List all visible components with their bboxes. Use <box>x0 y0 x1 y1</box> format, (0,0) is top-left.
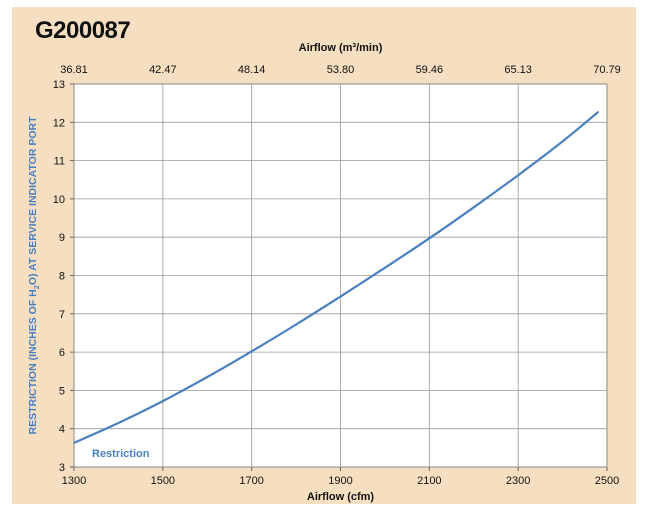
series-group <box>73 111 599 444</box>
y-tick-label: 13 <box>53 79 65 91</box>
x-tick-label: 2300 <box>506 475 530 487</box>
y-axis-label-part2: O) AT SERVICE INDICATOR PORT <box>27 116 39 285</box>
y-tick-label: 9 <box>59 232 65 244</box>
data-point <box>117 422 120 424</box>
y-tick-label: 3 <box>59 462 65 474</box>
data-point <box>206 376 209 378</box>
x2-axis-ticks: 36.81 42.47 48.14 53.80 59.46 65.13 70.79 <box>60 64 621 76</box>
x-axis-ticks: 1300 1500 1700 1900 2100 2300 2500 <box>62 467 619 487</box>
grid <box>74 84 607 467</box>
x-tick-label: 1500 <box>151 475 175 487</box>
y-tick-label: 11 <box>54 156 65 168</box>
data-point <box>295 323 297 326</box>
y-axis-label-subscript: 2 <box>32 285 41 289</box>
x2-tick-label: 70.79 <box>593 64 621 76</box>
data-point <box>250 350 253 353</box>
x-tick-label: 2100 <box>417 475 441 487</box>
y-tick-label: 10 <box>53 194 65 206</box>
data-point <box>162 400 164 402</box>
x2-tick-label: 42.47 <box>149 64 177 76</box>
x2-tick-label: 53.80 <box>327 64 355 76</box>
x2-tick-label: 36.81 <box>60 64 88 76</box>
y-tick-label: 6 <box>59 347 65 359</box>
data-point <box>561 140 564 143</box>
x-tick-label: 1300 <box>62 475 86 487</box>
series-label-restriction: Restriction <box>92 448 150 460</box>
x-tick-label: 1700 <box>239 475 263 487</box>
y-axis-ticks: 3 4 5 6 7 8 9 10 11 12 13 <box>53 79 74 474</box>
x2-axis-label: Airflow (m³/min) <box>299 42 383 54</box>
data-point <box>73 442 75 444</box>
data-point <box>428 237 431 240</box>
data-point <box>339 295 342 298</box>
x2-tick-label: 48.14 <box>238 64 266 76</box>
data-point <box>517 174 519 176</box>
y-tick-label: 7 <box>59 309 65 321</box>
x-tick-label: 2500 <box>595 475 619 487</box>
chart-title: G200087 <box>35 17 131 44</box>
data-point <box>472 206 475 209</box>
y-tick-label: 5 <box>59 385 65 397</box>
y-tick-label: 4 <box>59 424 65 436</box>
x-axis-label: Airflow (cfm) <box>307 491 375 503</box>
x2-tick-label: 59.46 <box>416 64 444 76</box>
y-axis-label: RESTRICTION (INCHES OF H2O) AT SERVICE I… <box>27 116 41 435</box>
y-tick-label: 12 <box>53 117 65 129</box>
data-point <box>597 111 599 113</box>
y-axis-label-part1: RESTRICTION (INCHES OF H <box>27 289 39 434</box>
x2-tick-label: 65.13 <box>504 64 532 76</box>
data-point <box>384 267 386 269</box>
y-tick-label: 8 <box>59 271 65 283</box>
x-tick-label: 1900 <box>328 475 352 487</box>
